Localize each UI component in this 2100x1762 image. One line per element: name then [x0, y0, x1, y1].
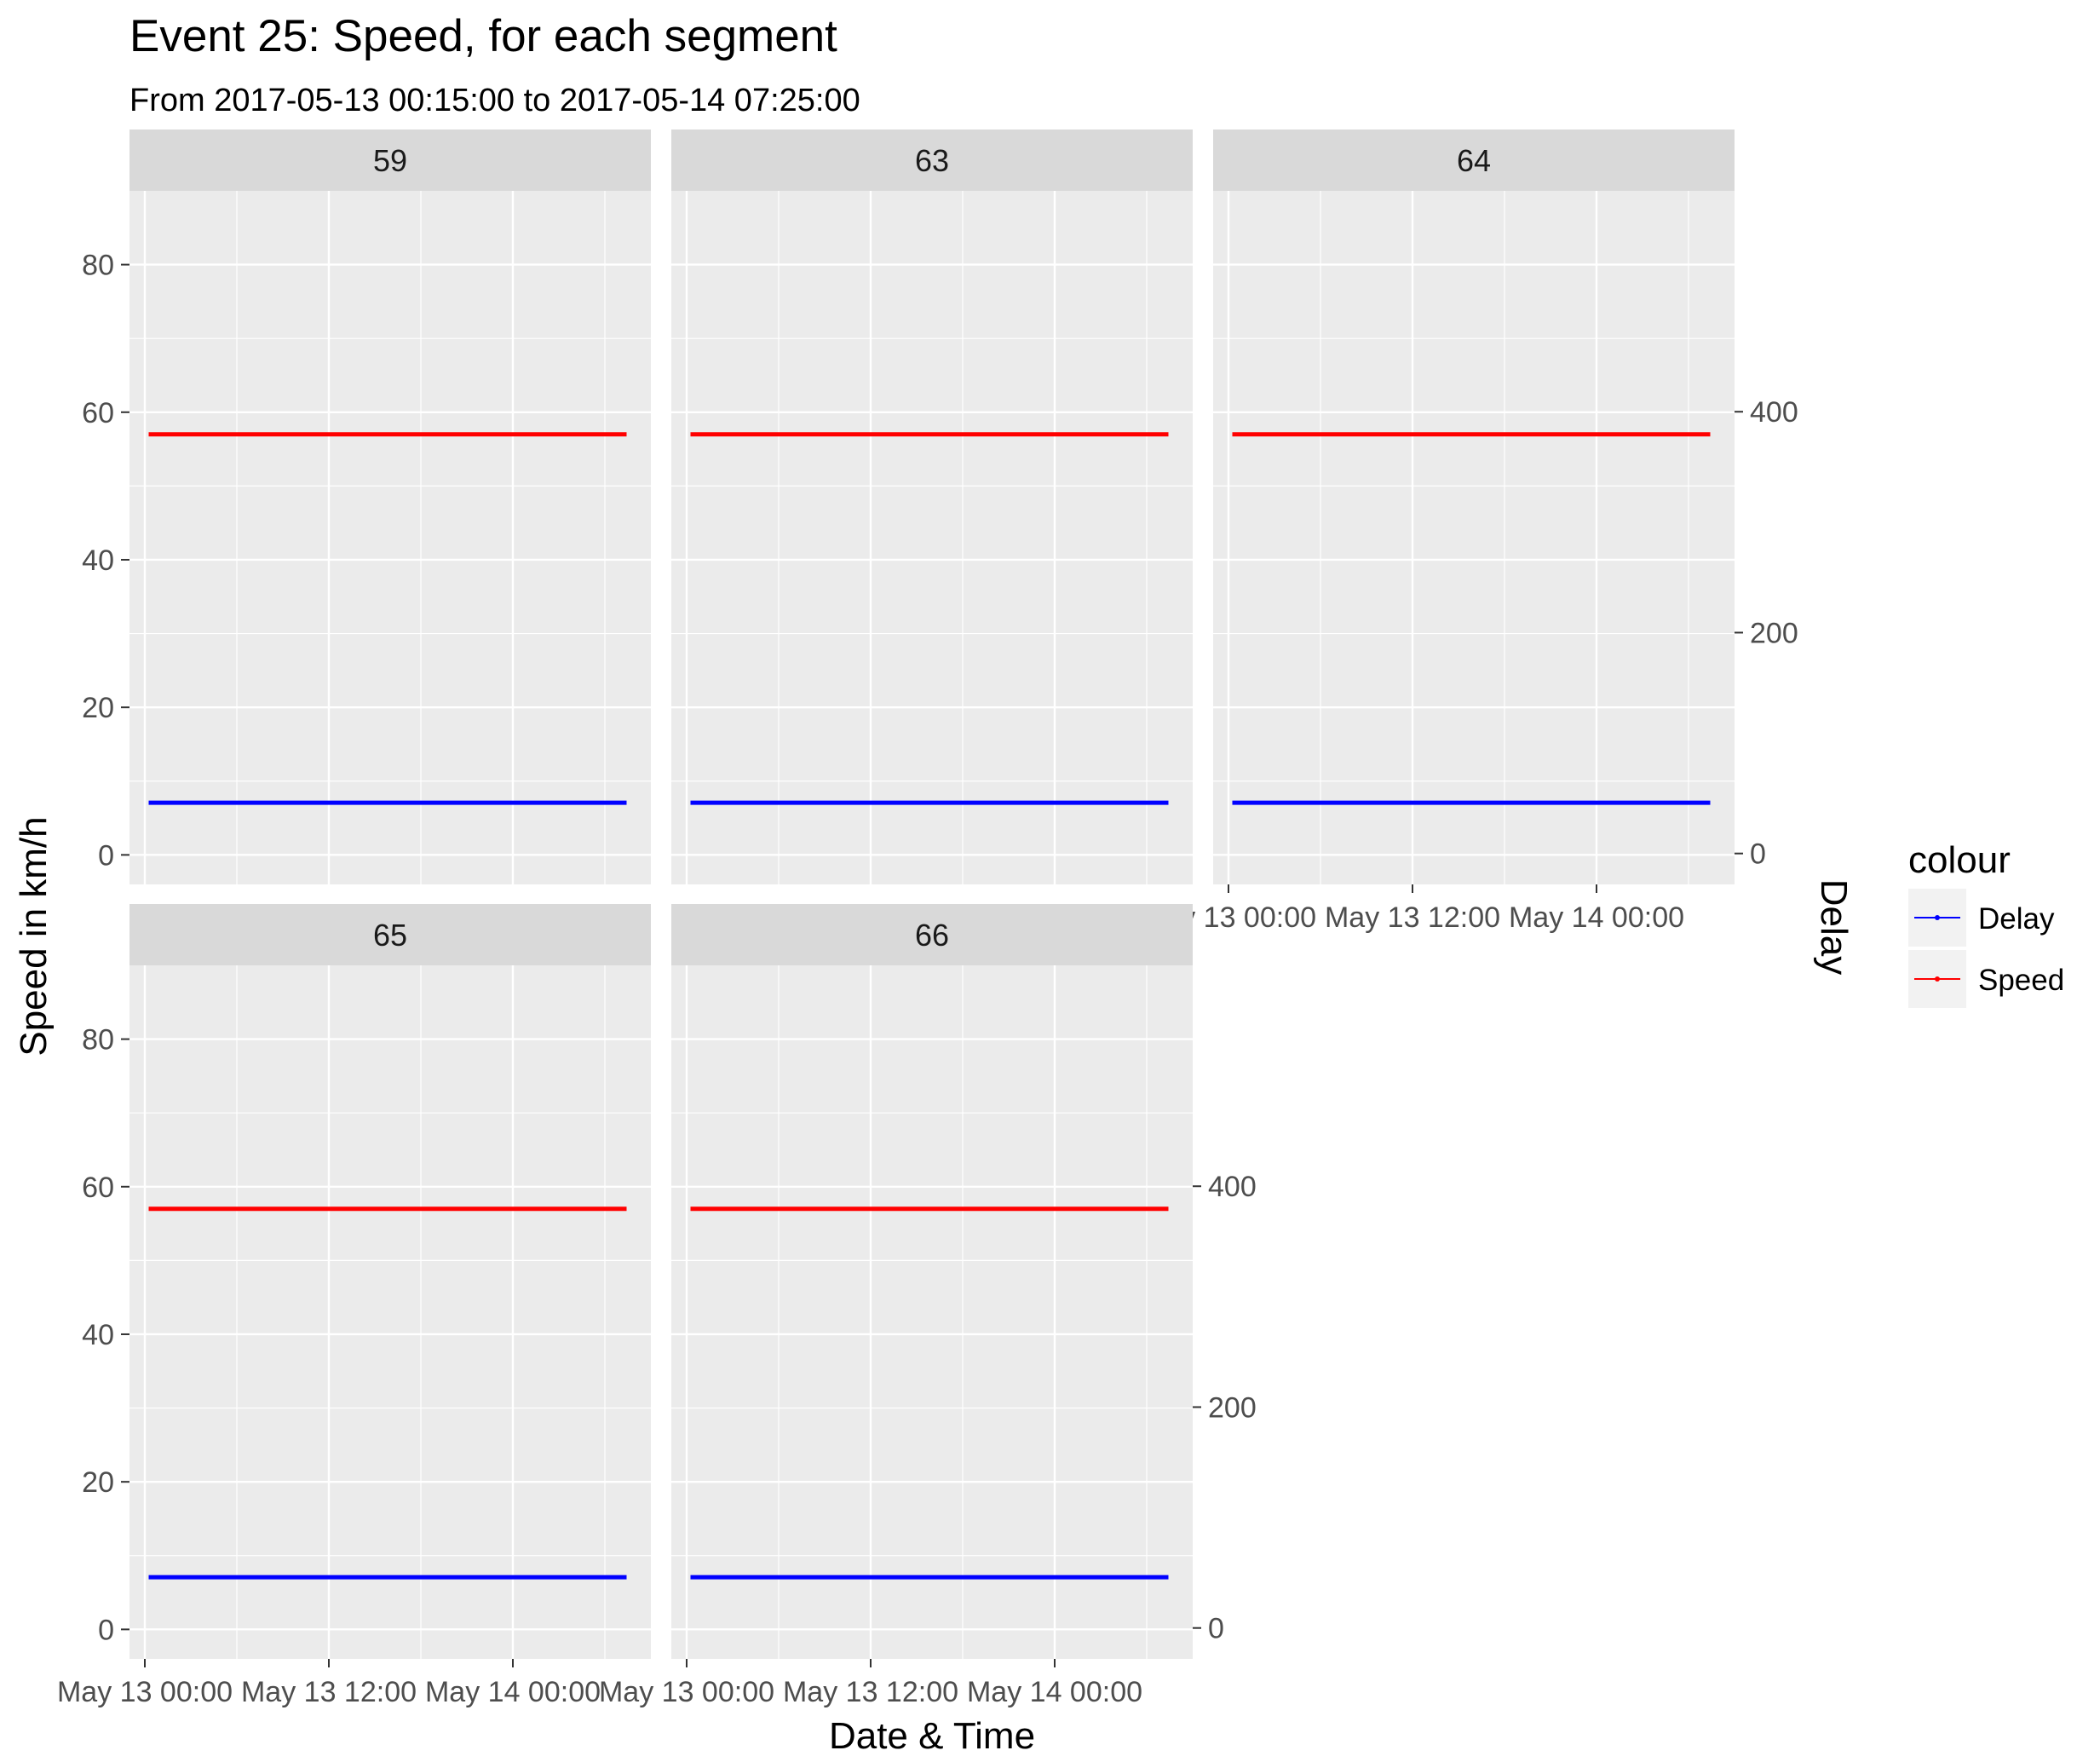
facet-strip	[129, 904, 651, 965]
legend-title: colour	[1908, 839, 2011, 881]
y2-tick-label: 400	[1750, 396, 1798, 429]
facet-strip-label: 63	[915, 143, 949, 178]
y-tick-label: 80	[82, 1024, 114, 1057]
facet-strip-label: 64	[1457, 143, 1491, 178]
legend-label-speed: Speed	[1978, 964, 2064, 997]
facet-strip	[1213, 130, 1735, 191]
panel-background	[671, 191, 1193, 884]
y-tick-label: 0	[98, 839, 114, 872]
legend-key-point	[1935, 976, 1940, 982]
legend-key-point	[1935, 915, 1940, 920]
panel-background	[129, 191, 651, 884]
facet-panel-63: 63	[671, 130, 1193, 884]
x-tick-label: May 14 00:00	[967, 1676, 1142, 1708]
panel-background	[671, 965, 1193, 1659]
y-axis-title: Speed in km/h	[13, 816, 55, 1056]
facet-panel-66: 66 0 200 400 May 13 00:00 May 13 12:00 May 14 …	[599, 904, 1257, 1708]
x-tick-label: May 14 00:00	[1509, 901, 1684, 934]
facet-strip	[671, 904, 1193, 965]
facet-strip-label: 65	[373, 918, 407, 953]
chart-subtitle: From 2017-05-13 00:15:00 to 2017-05-14 0…	[129, 83, 860, 118]
y-tick-label: 80	[82, 250, 114, 282]
panel-background	[129, 965, 651, 1659]
y2-axis-title: Delay	[1813, 879, 1855, 976]
y2-tick-label: 200	[1208, 1391, 1257, 1424]
y-tick-label: 20	[82, 692, 114, 724]
x-tick-label: May 13 12:00	[1325, 901, 1500, 934]
chart-title: Event 25: Speed, for each segment	[129, 11, 837, 61]
y-tick-label: 60	[82, 1172, 114, 1204]
x-axis-title: Date & Time	[829, 1715, 1035, 1757]
y-tick-label: 60	[82, 397, 114, 429]
y-tick-label: 0	[98, 1614, 114, 1646]
y2-tick-label: 400	[1208, 1171, 1257, 1203]
facet-strip	[129, 130, 651, 191]
x-tick-label: May 13 12:00	[241, 1676, 417, 1708]
y2-tick-label: 200	[1750, 617, 1798, 649]
facet-strip-label: 66	[915, 918, 949, 953]
facet-panel-65: 65 0 20 40 60 80 May 13 00:00 May 13 12:00 May 1…	[57, 904, 651, 1708]
y-tick-label: 40	[82, 544, 114, 577]
legend: colour Delay Speed	[1908, 839, 2064, 1008]
x-tick-label: May 13 12:00	[783, 1676, 958, 1708]
y2-tick-label: 0	[1208, 1613, 1224, 1645]
x-tick-label: May 13 00:00	[599, 1676, 774, 1708]
facet-strip	[671, 130, 1193, 191]
panel-background	[1213, 191, 1735, 884]
y-tick-label: 40	[82, 1319, 114, 1351]
x-tick-label: May 14 00:00	[425, 1676, 601, 1708]
y-tick-label: 20	[82, 1466, 114, 1499]
legend-label-delay: Delay	[1978, 902, 2055, 936]
facet-strip-label: 59	[373, 143, 407, 178]
y2-tick-label: 0	[1750, 838, 1766, 871]
x-tick-label: May 13 00:00	[57, 1676, 233, 1708]
facet-panel-59: 59 0 20 40 60 80	[82, 130, 651, 884]
